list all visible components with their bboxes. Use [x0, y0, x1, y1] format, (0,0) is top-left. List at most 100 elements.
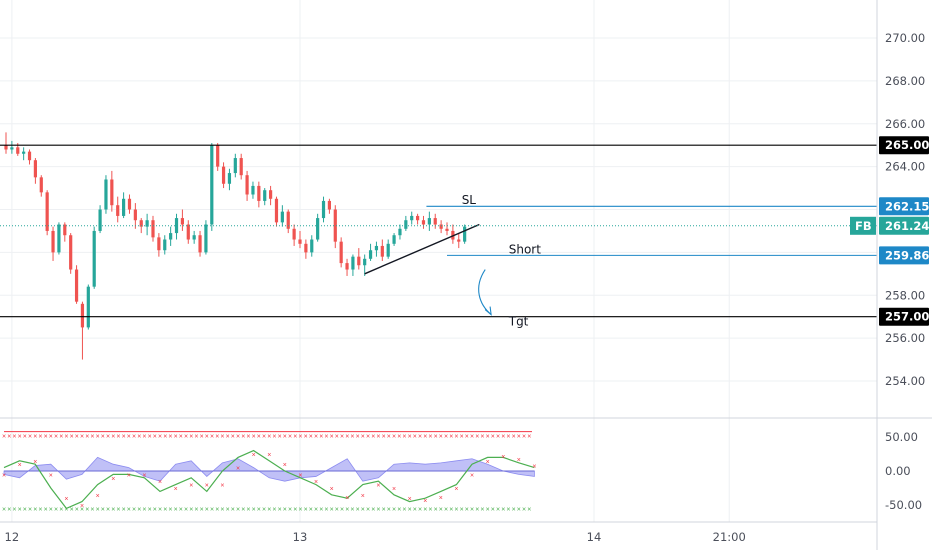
annotation-sl[interactable]: SL — [462, 193, 477, 207]
level-price-badge: 262.15 — [885, 199, 929, 213]
candle-body — [410, 215, 414, 221]
upper-band-marker: × — [205, 434, 209, 441]
lower-band-marker: × — [101, 506, 105, 513]
lower-band-marker: × — [454, 506, 458, 513]
line-price-badge: 265.00 — [885, 138, 929, 152]
trendline[interactable] — [364, 223, 480, 275]
line-price-badge-bg — [879, 136, 929, 155]
lower-band-marker: × — [148, 506, 152, 513]
candle-body — [463, 226, 467, 242]
upper-band-marker: × — [330, 434, 334, 441]
oscillator-d-point: × — [158, 479, 162, 486]
upper-band-marker: × — [460, 434, 464, 441]
candle-body — [310, 239, 314, 253]
lower-band-marker: × — [54, 506, 58, 513]
lower-band-marker: × — [252, 506, 256, 513]
candle-body — [186, 224, 190, 240]
lower-band-marker: × — [2, 506, 6, 513]
upper-band-marker: × — [54, 434, 58, 441]
lower-band-marker: × — [226, 506, 230, 513]
lower-band-marker: × — [174, 506, 178, 513]
upper-band-marker: × — [340, 434, 344, 441]
upper-band-marker: × — [486, 434, 490, 441]
upper-band-marker: × — [231, 434, 235, 441]
symbol-badge[interactable]: FB — [855, 219, 872, 233]
lower-band-marker: × — [506, 506, 510, 513]
upper-band-marker: × — [174, 434, 178, 441]
candle-body — [63, 224, 67, 236]
annotations: SL Short Tgt — [462, 193, 542, 328]
oscillator-d-point: × — [392, 486, 396, 493]
upper-band-marker: × — [101, 434, 105, 441]
oscillator-d-point: × — [189, 483, 193, 490]
candle-body — [180, 218, 184, 225]
upper-band-marker: × — [236, 434, 240, 441]
upper-band-marker: × — [350, 434, 354, 441]
upper-band-marker: × — [220, 434, 224, 441]
upper-band-marker: × — [44, 434, 48, 441]
upper-band-marker: × — [153, 434, 157, 441]
upper-band-marker: × — [28, 434, 32, 441]
oscillator-d-point: × — [423, 498, 427, 505]
upper-band-marker: × — [475, 434, 479, 441]
lower-band-marker: × — [7, 506, 11, 513]
upper-band-marker: × — [434, 434, 438, 441]
lower-band-marker: × — [413, 506, 417, 513]
line-price-badge: 257.00 — [885, 310, 929, 324]
candle-body — [286, 211, 290, 229]
upper-band-marker: × — [210, 434, 214, 441]
lower-band-marker: × — [402, 506, 406, 513]
candle-body — [339, 241, 343, 264]
lower-band-marker: × — [59, 506, 63, 513]
lower-band-marker: × — [272, 506, 276, 513]
candle-body — [151, 220, 155, 238]
upper-band-marker: × — [75, 434, 79, 441]
candle-body — [122, 198, 126, 216]
lower-band-marker: × — [449, 506, 453, 513]
candle-body — [292, 228, 296, 240]
oscillator-d-point: × — [236, 466, 240, 473]
upper-band-marker: × — [371, 434, 375, 441]
annotation-tgt[interactable]: Tgt — [508, 314, 529, 328]
lower-band-marker: × — [246, 506, 250, 513]
lower-band-marker: × — [512, 506, 516, 513]
oscillator-d-point: × — [267, 452, 271, 459]
lower-band-marker: × — [194, 506, 198, 513]
lower-band-marker: × — [423, 506, 427, 513]
lower-band-marker: × — [330, 506, 334, 513]
annotation-short[interactable]: Short — [509, 242, 541, 256]
lower-band-marker: × — [288, 506, 292, 513]
candle-body — [174, 218, 179, 234]
oscillator-d-point: × — [49, 472, 53, 479]
oscillator-histogram — [3, 456, 535, 482]
candle-body — [45, 192, 49, 231]
lower-band-marker: × — [122, 506, 126, 513]
lower-band-marker: × — [283, 506, 287, 513]
candle-body — [221, 166, 226, 184]
candle-body — [421, 220, 426, 225]
oscillator-d-point: × — [96, 493, 100, 500]
lower-band-marker: × — [486, 506, 490, 513]
upper-band-marker: × — [449, 434, 453, 441]
lower-band-marker: × — [392, 506, 396, 513]
upper-band-marker: × — [423, 434, 427, 441]
upper-band-marker: × — [408, 434, 412, 441]
lower-band-marker: × — [293, 506, 297, 513]
candle-body — [351, 256, 355, 270]
upper-band-marker: × — [366, 434, 370, 441]
oscillator-axis[interactable]: 50.00 0.00 -50.00 — [885, 430, 922, 512]
candle-body — [169, 233, 173, 240]
lower-band-marker: × — [465, 506, 469, 513]
upper-band-marker: × — [392, 434, 396, 441]
upper-band-marker: × — [18, 434, 22, 441]
candle-body — [386, 243, 390, 257]
upper-band-marker: × — [314, 434, 318, 441]
lower-band-marker: × — [153, 506, 157, 513]
upper-band-marker: × — [278, 434, 282, 441]
upper-band-marker: × — [465, 434, 469, 441]
lower-band-marker: × — [137, 506, 141, 513]
lower-band-marker: × — [408, 506, 412, 513]
candle-body — [439, 224, 443, 229]
